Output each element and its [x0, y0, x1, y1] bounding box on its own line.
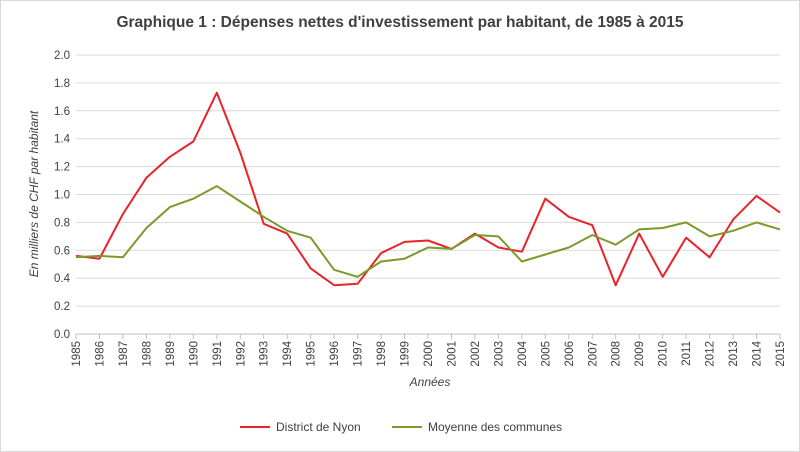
- y-tick-label: 0.6: [54, 245, 70, 257]
- x-tick-label: 2010: [658, 341, 670, 367]
- x-tick-labels: 1985 1986 1987 1988 1989 1990 1991 1992 1993 1994…: [71, 340, 787, 366]
- y-tick-label: 0.0: [54, 329, 70, 341]
- x-tick-label: 2001: [446, 341, 458, 367]
- x-tick-label: 1990: [188, 341, 200, 367]
- x-tick-label: 2007: [587, 341, 599, 367]
- series-line-1: [75, 91, 781, 287]
- x-tick-label: 2009: [634, 341, 646, 367]
- x-tick-label: 2005: [540, 341, 552, 367]
- x-tick-label: 2013: [728, 341, 740, 367]
- y-tick-label: 0.2: [54, 301, 70, 313]
- x-tick-label: 2003: [493, 341, 505, 367]
- legend-label: Moyenne des communes: [428, 420, 562, 434]
- x-tick-label: 1989: [165, 341, 177, 367]
- legend-label: District de Nyon: [276, 420, 361, 434]
- y-tick-label: 1.2: [54, 162, 70, 174]
- y-tick-labels: 0.0 0.2 0.4 0.6 0.8 1.0 1.2 1.4 1.6 1.8 2.0: [54, 50, 71, 341]
- x-tick-label: 1999: [400, 341, 412, 367]
- x-tick-label: 2000: [423, 341, 435, 367]
- y-tick-label: 1.0: [54, 190, 70, 202]
- x-tick-label: 2006: [564, 341, 576, 367]
- y-axis-label: En milliers de CHF par habitant: [27, 110, 41, 277]
- x-tick-label: 1991: [212, 341, 224, 367]
- series-lines: [75, 91, 781, 287]
- x-tick-label: 1994: [282, 340, 294, 366]
- x-tick-label: 1998: [376, 341, 388, 367]
- x-tick-label: 1988: [141, 341, 153, 367]
- y-tick-label: 0.4: [54, 273, 71, 285]
- x-tick-label: 2015: [775, 341, 787, 367]
- x-tick-label: 2012: [705, 341, 717, 367]
- y-tick-label: 2.0: [54, 50, 70, 62]
- x-tick-label: 1997: [353, 341, 365, 367]
- x-tick-label: 2004: [517, 340, 529, 366]
- x-tick-label: 1995: [306, 341, 318, 367]
- x-tick-label: 1996: [329, 341, 341, 367]
- chart-title: Graphique 1 : Dépenses nettes d'investis…: [116, 14, 684, 31]
- x-tick-label: 2008: [611, 341, 623, 367]
- y-tick-label: 1.4: [54, 134, 71, 146]
- y-tick-label: 0.8: [54, 217, 70, 229]
- x-tick-label: 1992: [235, 341, 247, 367]
- x-tick-label: 1985: [71, 341, 83, 367]
- series-line-2: [75, 185, 781, 278]
- x-tick-label: 2014: [752, 340, 764, 366]
- y-tick-label: 1.8: [54, 78, 70, 90]
- x-axis-label: Années: [409, 375, 451, 389]
- x-tick-label: 1986: [94, 341, 106, 367]
- x-tick-label: 2002: [470, 341, 482, 367]
- x-tick-label: 1987: [118, 341, 130, 367]
- x-tick-label: 2011: [681, 341, 693, 366]
- legend: District de Nyon Moyenne des communes: [240, 420, 562, 434]
- x-tick-label: 1993: [259, 341, 271, 367]
- y-tick-label: 1.6: [54, 106, 70, 118]
- grid-lines: [75, 54, 781, 339]
